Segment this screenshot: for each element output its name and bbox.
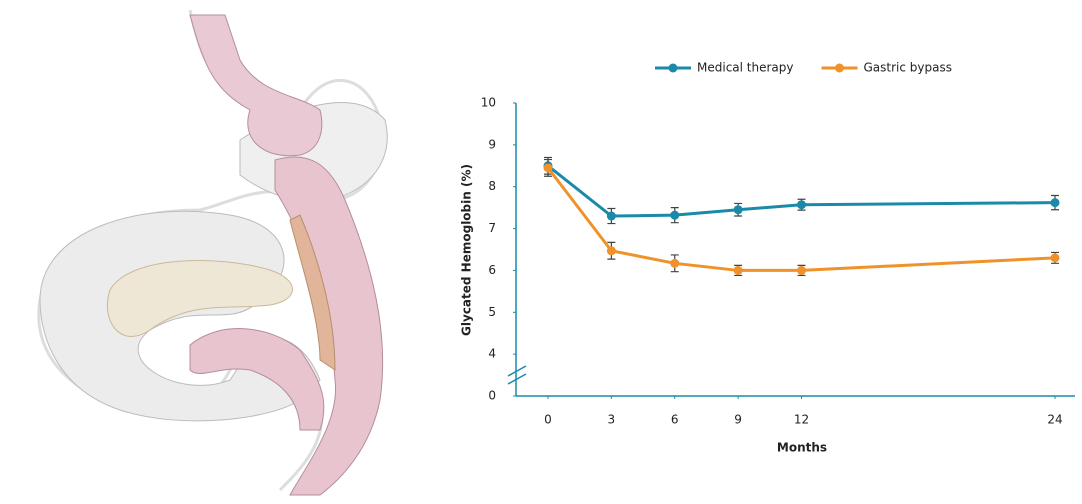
y-tick-label: 4: [488, 347, 496, 361]
mesentery: [289, 214, 336, 371]
series-line: [547, 164, 1056, 218]
data-point: [733, 265, 743, 275]
legend-label: Gastric bypass: [864, 61, 952, 75]
data-point: [733, 205, 743, 215]
legend-marker: [835, 63, 844, 73]
data-point: [606, 246, 616, 256]
data-point: [670, 210, 680, 220]
axis-break: [507, 365, 527, 385]
y-tick-label: 6: [488, 263, 496, 277]
y-tick-label: 9: [488, 137, 496, 151]
data-point: [797, 200, 806, 210]
y-tick-label: 8: [488, 179, 496, 193]
jejunum: [189, 328, 325, 431]
pancreas: [106, 260, 293, 337]
data-point: [797, 265, 806, 275]
y-axis-title: Glycated Hemoglobin (%): [460, 164, 474, 336]
anatomy-illustration: [37, 9, 388, 496]
data-point: [1050, 198, 1060, 208]
x-tick-label: 12: [794, 413, 809, 427]
x-axis-title: Months: [777, 441, 827, 455]
y-tick-label: 0: [488, 389, 496, 403]
data-point: [1050, 253, 1060, 263]
intestine: [39, 210, 321, 422]
y-tick-label: 10: [481, 96, 496, 110]
data-point: [606, 211, 616, 221]
x-tick-label: 3: [608, 413, 616, 427]
x-tick-label: 0: [544, 413, 552, 427]
x-tick-label: 6: [671, 413, 679, 427]
pouch: [189, 14, 323, 157]
y-tick-label: 7: [488, 221, 496, 235]
y-tick-label: 5: [488, 305, 496, 319]
data-point: [670, 258, 680, 268]
data-point: [543, 163, 553, 173]
x-tick-label: 9: [734, 413, 742, 427]
legend-marker: [668, 63, 678, 73]
legend-label: Medical therapy: [697, 61, 794, 75]
x-tick-label: 24: [1047, 413, 1062, 427]
series-line: [546, 166, 1056, 272]
